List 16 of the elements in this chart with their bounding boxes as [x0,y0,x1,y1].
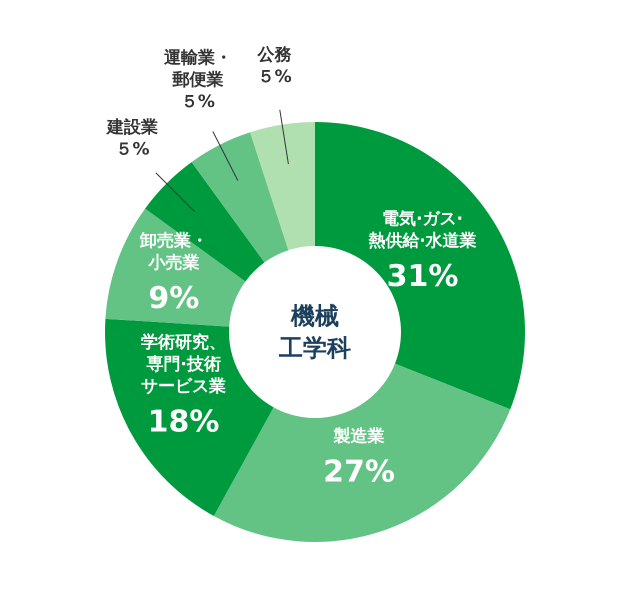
slice-label: 卸売業・小売業 [138,231,208,274]
slice-label: 学術研究、専門·技術サービス業 [141,332,226,396]
slice-label: 電気·ガス·熱供給·水道業 [367,208,477,251]
data-label: 27% [323,454,395,490]
data-label: 18% [148,404,220,440]
slice-label: 公務 [256,45,292,66]
data-label: 9% [148,281,200,316]
data-label: ５% [116,140,150,160]
slice-label: 運輸業・郵便業 [162,48,232,90]
slice-label: 製造業 [332,426,385,446]
donut-slice [250,122,315,250]
data-label: ５% [180,92,215,112]
data-label: 31% [386,258,458,294]
text: 機械工学科 [278,302,351,362]
data-label: ５% [258,67,292,88]
slice-label: 建設業 [105,118,158,138]
